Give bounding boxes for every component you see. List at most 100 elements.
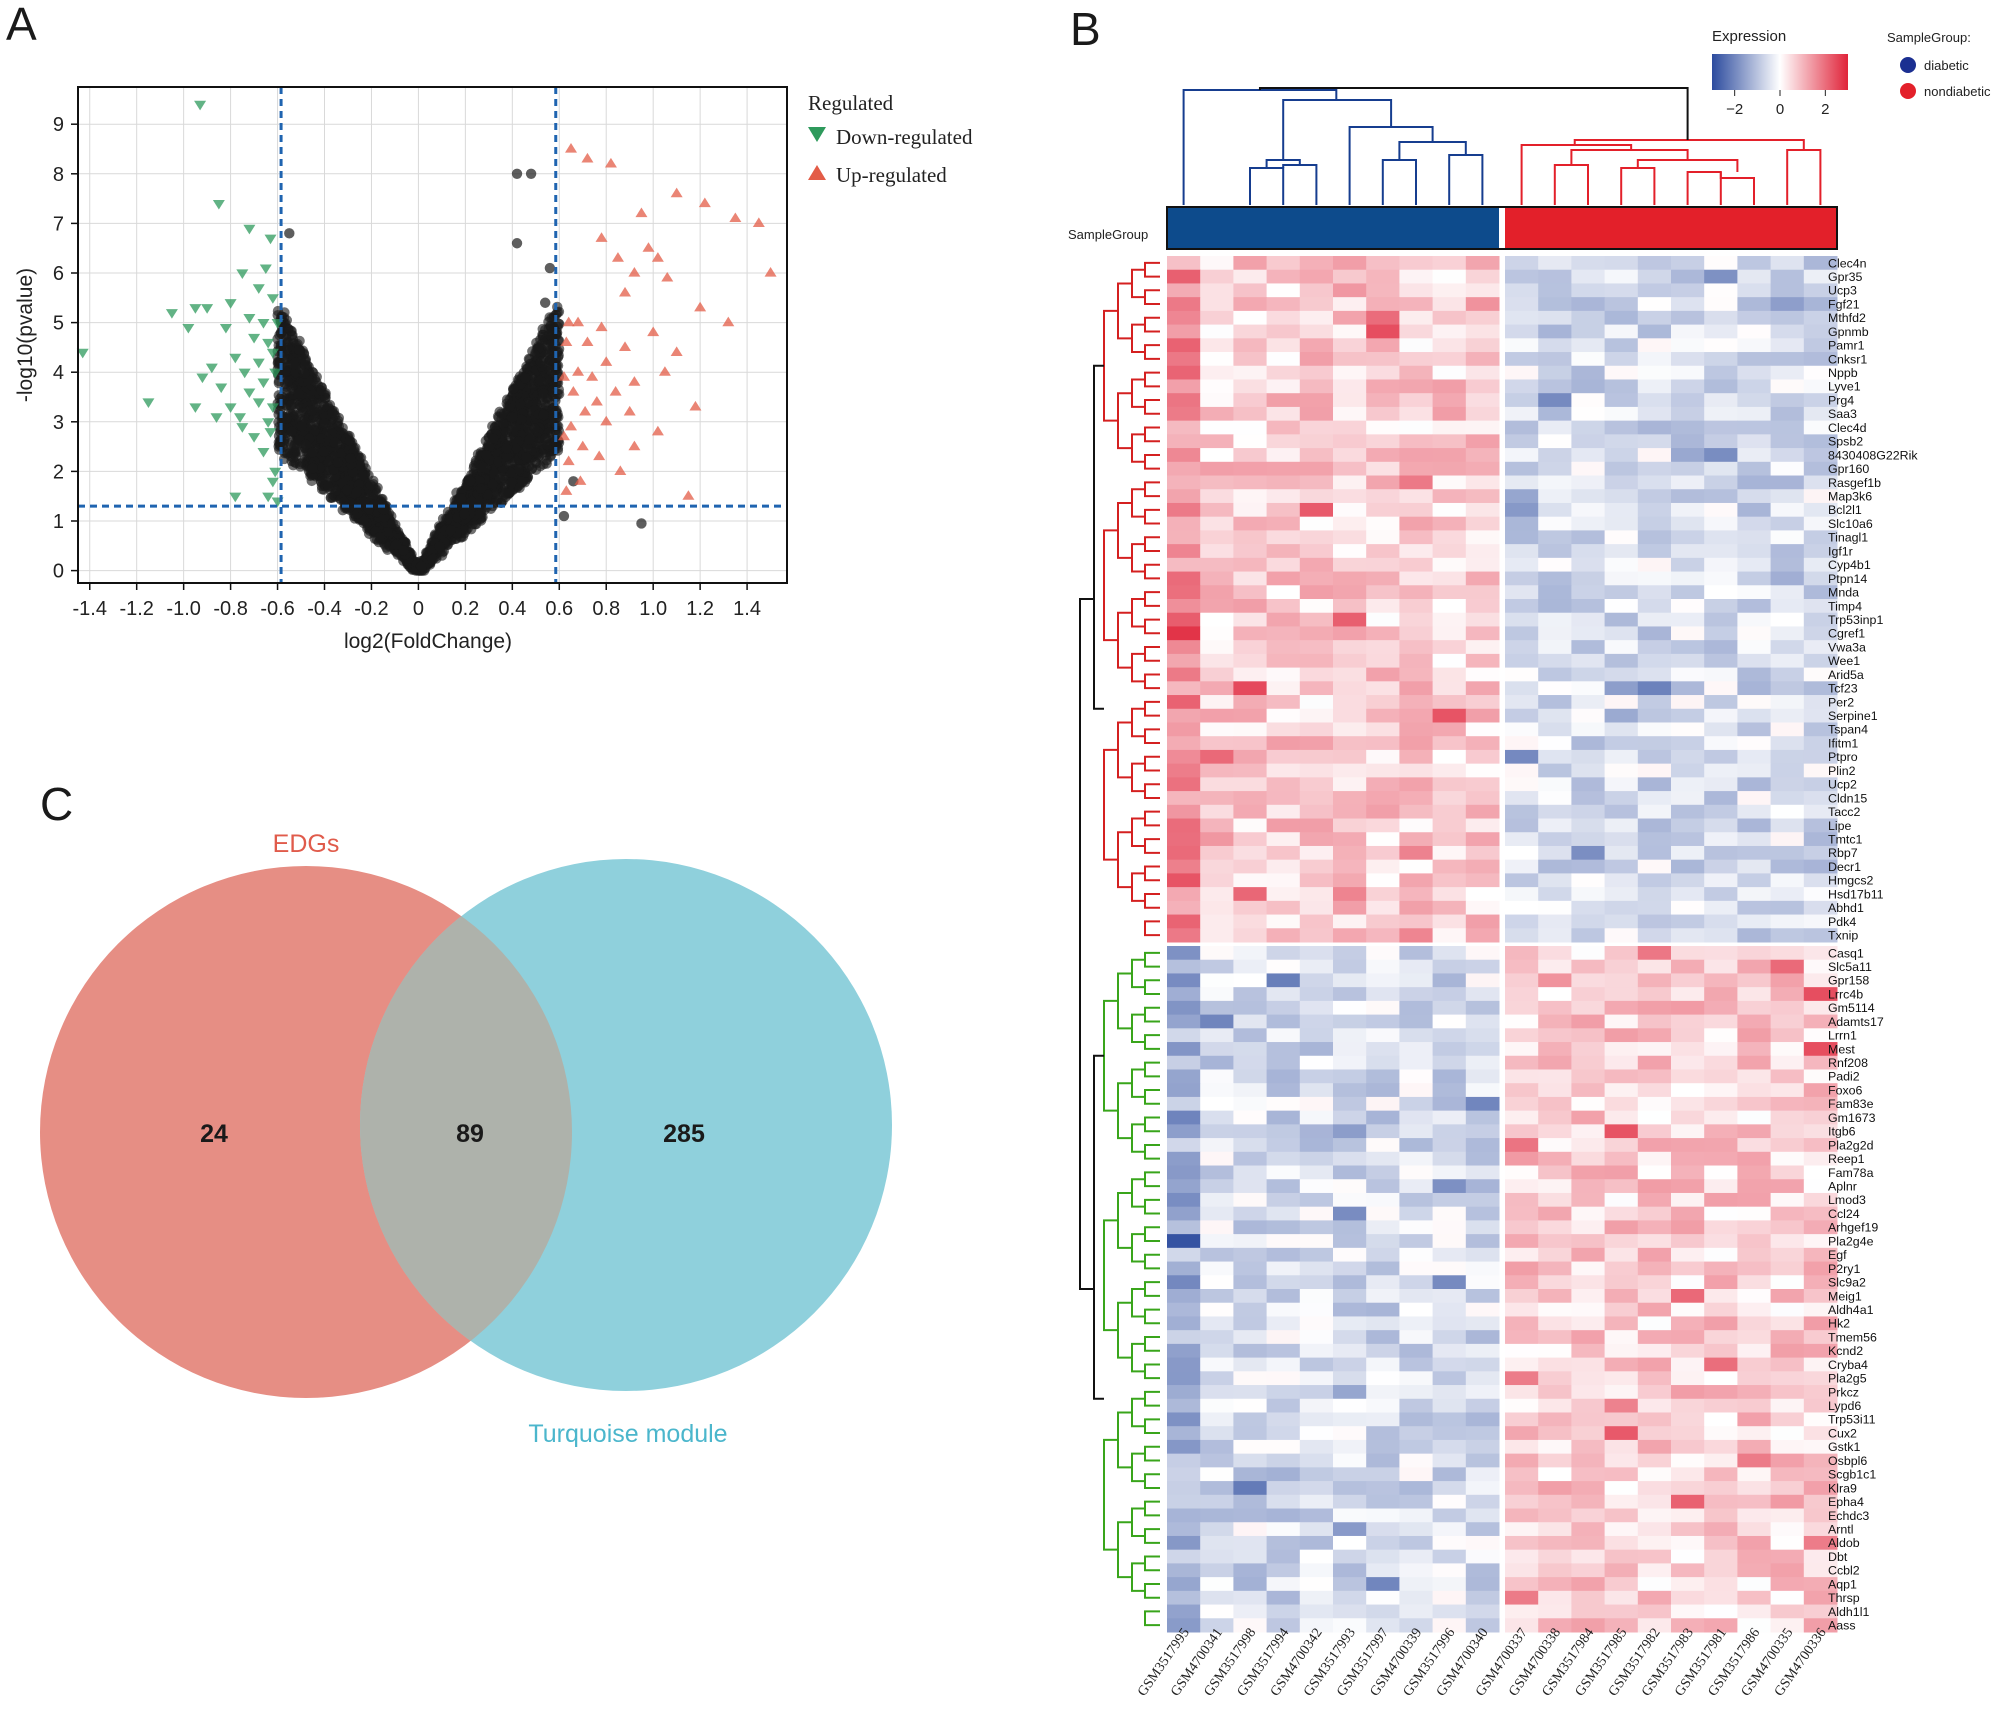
row-dendro-link (1144, 838, 1160, 854)
heatmap-cell (1704, 900, 1738, 916)
heatmap-cell (1604, 959, 1639, 974)
heatmap-cell (1505, 1165, 1539, 1180)
heatmap-cell (1465, 1220, 1500, 1235)
heatmap-cell (1571, 1302, 1606, 1317)
heatmap-cell (1432, 1014, 1467, 1029)
heatmap-cell (1737, 887, 1772, 902)
heatmap-cell (1200, 1385, 1234, 1400)
heatmap-cell (1538, 1234, 1572, 1249)
heatmap-cell (1637, 946, 1672, 961)
heatmap-cell (1604, 1014, 1639, 1029)
heatmap-cell (1770, 722, 1805, 737)
heatmap-cell (1571, 1357, 1606, 1372)
heatmap-cell (1737, 489, 1772, 504)
heatmap-cell (1538, 530, 1572, 545)
heatmap-cell (1704, 557, 1738, 573)
heatmap-cell (1571, 1220, 1606, 1235)
heatmap-cell (1465, 749, 1500, 765)
heatmap-cell (1200, 1467, 1234, 1482)
heatmap-cell (1333, 269, 1367, 284)
heatmap-cell (1266, 818, 1301, 833)
heatmap-cell (1465, 557, 1500, 573)
heatmap-cell (1671, 1330, 1705, 1345)
row-dendro-link (1144, 344, 1160, 360)
heatmap-cell (1366, 338, 1400, 353)
heatmap-cell (1465, 406, 1500, 422)
heatmap-cell (1571, 420, 1606, 435)
heatmap-cell (1233, 1302, 1268, 1317)
heatmap-cell (1233, 1247, 1268, 1263)
heatmap-cell (1770, 736, 1805, 751)
heatmap-cell (1333, 626, 1367, 641)
heatmap-cell (1671, 1453, 1705, 1468)
heatmap-cell (1571, 256, 1606, 271)
heatmap-cells (1167, 256, 1838, 1633)
heatmap-cell (1432, 987, 1467, 1002)
volcano-ns-point (286, 426, 297, 437)
heatmap-cell (1770, 338, 1805, 353)
heatmap-cell (1432, 1247, 1467, 1263)
heatmap-cell (1200, 749, 1234, 765)
heatmap-cell (1571, 1069, 1606, 1084)
heatmap-cell (1704, 791, 1738, 806)
heatmap-cell (1571, 1083, 1606, 1098)
heatmap-cell (1637, 1110, 1672, 1125)
row-dendro-link (1131, 1342, 1145, 1373)
heatmap-cell (1671, 1206, 1705, 1221)
heatmap-cell (1233, 1467, 1268, 1482)
heatmap-cell (1538, 722, 1572, 737)
heatmap-cell (1333, 914, 1367, 929)
heatmap-cell (1704, 1138, 1738, 1153)
heatmap-cell (1333, 736, 1367, 751)
heatmap-cell (1604, 324, 1639, 339)
heatmap-cell (1167, 859, 1201, 874)
volcano-ns-point (295, 402, 306, 413)
heatmap-cell (1505, 475, 1539, 490)
heatmap-cell (1671, 1110, 1705, 1125)
heatmap-cell (1266, 859, 1301, 874)
heatmap-cell (1637, 530, 1672, 545)
heatmap-cell (1737, 1247, 1772, 1263)
heatmap-cell (1637, 448, 1672, 463)
row-dendro-link (1093, 1054, 1104, 1400)
heatmap-cell (1366, 557, 1400, 573)
heatmap-cell (1704, 612, 1738, 627)
heatmap-cell (1399, 1000, 1434, 1016)
heatmap-cell (1737, 1138, 1772, 1153)
heatmap-cell (1571, 1371, 1606, 1386)
heatmap-cell (1200, 1494, 1234, 1510)
heatmap-cell (1299, 612, 1334, 627)
heatmap-cell (1704, 1151, 1738, 1167)
heatmap-cell (1233, 1069, 1268, 1084)
heatmap-cell (1266, 448, 1301, 463)
heatmap-cell (1299, 873, 1334, 888)
heatmap-cell (1266, 612, 1301, 627)
heatmap-cell (1770, 352, 1805, 367)
volcano-ns-point (288, 359, 299, 370)
volcano-ns-point (487, 478, 498, 490)
heatmap-cell (1704, 324, 1738, 339)
heatmap-cell (1465, 1124, 1500, 1139)
heatmap-cell (1505, 557, 1539, 573)
heatmap-cell (1399, 585, 1434, 600)
heatmap-cell (1704, 1000, 1738, 1016)
panel-b-letter: B (1070, 3, 1101, 55)
heatmap-cell (1200, 256, 1234, 271)
heatmap-cell (1333, 873, 1367, 888)
heatmap-cell (1538, 420, 1572, 435)
heatmap-cell (1770, 1014, 1805, 1029)
heatmap-cell (1704, 1385, 1738, 1400)
heatmap-cell (1538, 1371, 1572, 1386)
heatmap-cell (1704, 1316, 1738, 1331)
row-dendro-link (1144, 1418, 1160, 1435)
heatmap-cell (1266, 1179, 1301, 1194)
col-dendro-link (1520, 144, 1633, 205)
heatmap-cell (1167, 653, 1201, 669)
heatmap-cell (1366, 1042, 1400, 1057)
heatmap-cell (1399, 1302, 1434, 1317)
heatmap-cell (1266, 928, 1301, 943)
volcano-legend-title: Regulated (808, 91, 894, 115)
heatmap-cell (1266, 1000, 1301, 1016)
heatmap-cell (1671, 804, 1705, 820)
heatmap-cell (1671, 1069, 1705, 1084)
